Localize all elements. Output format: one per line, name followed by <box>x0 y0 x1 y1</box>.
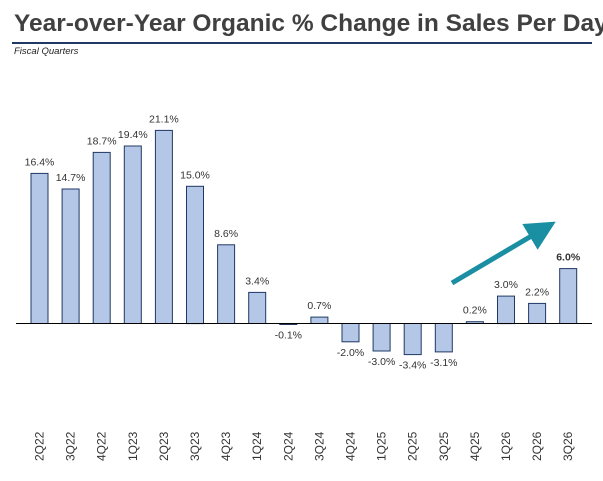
bar-3Q25 <box>434 323 453 353</box>
bar-3Q26 <box>559 268 578 325</box>
bar-1Q23 <box>123 145 142 324</box>
x-tick-1Q24: 1Q24 <box>250 431 264 461</box>
bar-1Q26 <box>497 295 515 325</box>
data-label-4Q23: 8.6% <box>214 228 238 240</box>
x-tick-3Q22: 3Q22 <box>64 431 78 461</box>
data-label-4Q25: 0.2% <box>463 305 487 317</box>
x-tick-labels-layer: 2Q22 3Q22 4Q22 1Q23 2Q23 3Q23 4Q23 1Q24 2Q24 3Q24… <box>33 431 576 461</box>
title-rule <box>12 42 592 44</box>
x-tick-3Q23: 3Q23 <box>188 431 202 461</box>
data-label-1Q24: 3.4% <box>245 275 269 287</box>
data-label-2Q25: -3.4% <box>399 360 426 372</box>
trend-arrow <box>450 221 556 286</box>
x-tick-4Q24: 4Q24 <box>344 431 358 461</box>
x-tick-1Q25: 1Q25 <box>375 431 389 461</box>
bar-4Q24 <box>341 323 360 343</box>
x-tick-2Q26: 2Q26 <box>530 431 544 461</box>
x-tick-2Q23: 2Q23 <box>157 431 171 461</box>
data-label-3Q23: 15.0% <box>180 169 210 181</box>
x-tick-4Q22: 4Q22 <box>95 431 109 461</box>
bar-2Q25 <box>403 323 422 356</box>
data-label-2Q22: 16.4% <box>25 156 55 168</box>
chart-subtitle: Fiscal Quarters <box>14 46 79 57</box>
data-label-1Q26: 3.0% <box>494 279 518 291</box>
data-label-4Q22: 18.7% <box>87 135 117 147</box>
data-label-3Q26: 6.0% <box>556 252 581 264</box>
bar-3Q23 <box>186 185 204 325</box>
x-tick-2Q24: 2Q24 <box>281 431 295 461</box>
x-tick-2Q22: 2Q22 <box>33 431 47 461</box>
bar-4Q22 <box>92 151 111 324</box>
data-label-1Q23: 19.4% <box>118 129 148 141</box>
x-tick-4Q23: 4Q23 <box>219 431 233 461</box>
bar-1Q25 <box>372 323 391 352</box>
data-label-4Q24: -2.0% <box>337 347 364 359</box>
bar-2Q22 <box>30 172 49 324</box>
data-label-1Q25: -3.0% <box>368 356 395 368</box>
data-label-3Q24: 0.7% <box>307 300 331 312</box>
x-tick-4Q25: 4Q25 <box>468 431 482 461</box>
bar-4Q23 <box>217 244 236 324</box>
x-tick-1Q23: 1Q23 <box>126 431 140 461</box>
chart-title: Year-over-Year Organic % Change in Sales… <box>14 10 603 37</box>
x-tick-3Q24: 3Q24 <box>312 431 326 461</box>
data-label-3Q22: 14.7% <box>56 172 86 184</box>
bars-layer <box>30 129 578 356</box>
bar-2Q26 <box>528 302 547 324</box>
data-label-2Q23: 21.1% <box>149 113 179 125</box>
x-tick-1Q26: 1Q26 <box>499 431 513 461</box>
x-tick-3Q25: 3Q25 <box>437 431 451 461</box>
bar-1Q24 <box>248 291 267 324</box>
x-tick-2Q25: 2Q25 <box>406 431 420 461</box>
bar-3Q24 <box>310 316 329 325</box>
bar-3Q22 <box>61 188 80 324</box>
data-label-2Q26: 2.2% <box>525 286 549 298</box>
data-labels-layer: 16.4%14.7% 18.7%19.4%21.1% 15.0% 8.6% 3.4% -0… <box>25 113 581 371</box>
bar-2Q23 <box>154 129 173 324</box>
data-label-2Q24: -0.1% <box>275 329 302 341</box>
data-label-3Q25: -3.1% <box>430 357 457 369</box>
x-tick-3Q26: 3Q26 <box>561 431 575 461</box>
